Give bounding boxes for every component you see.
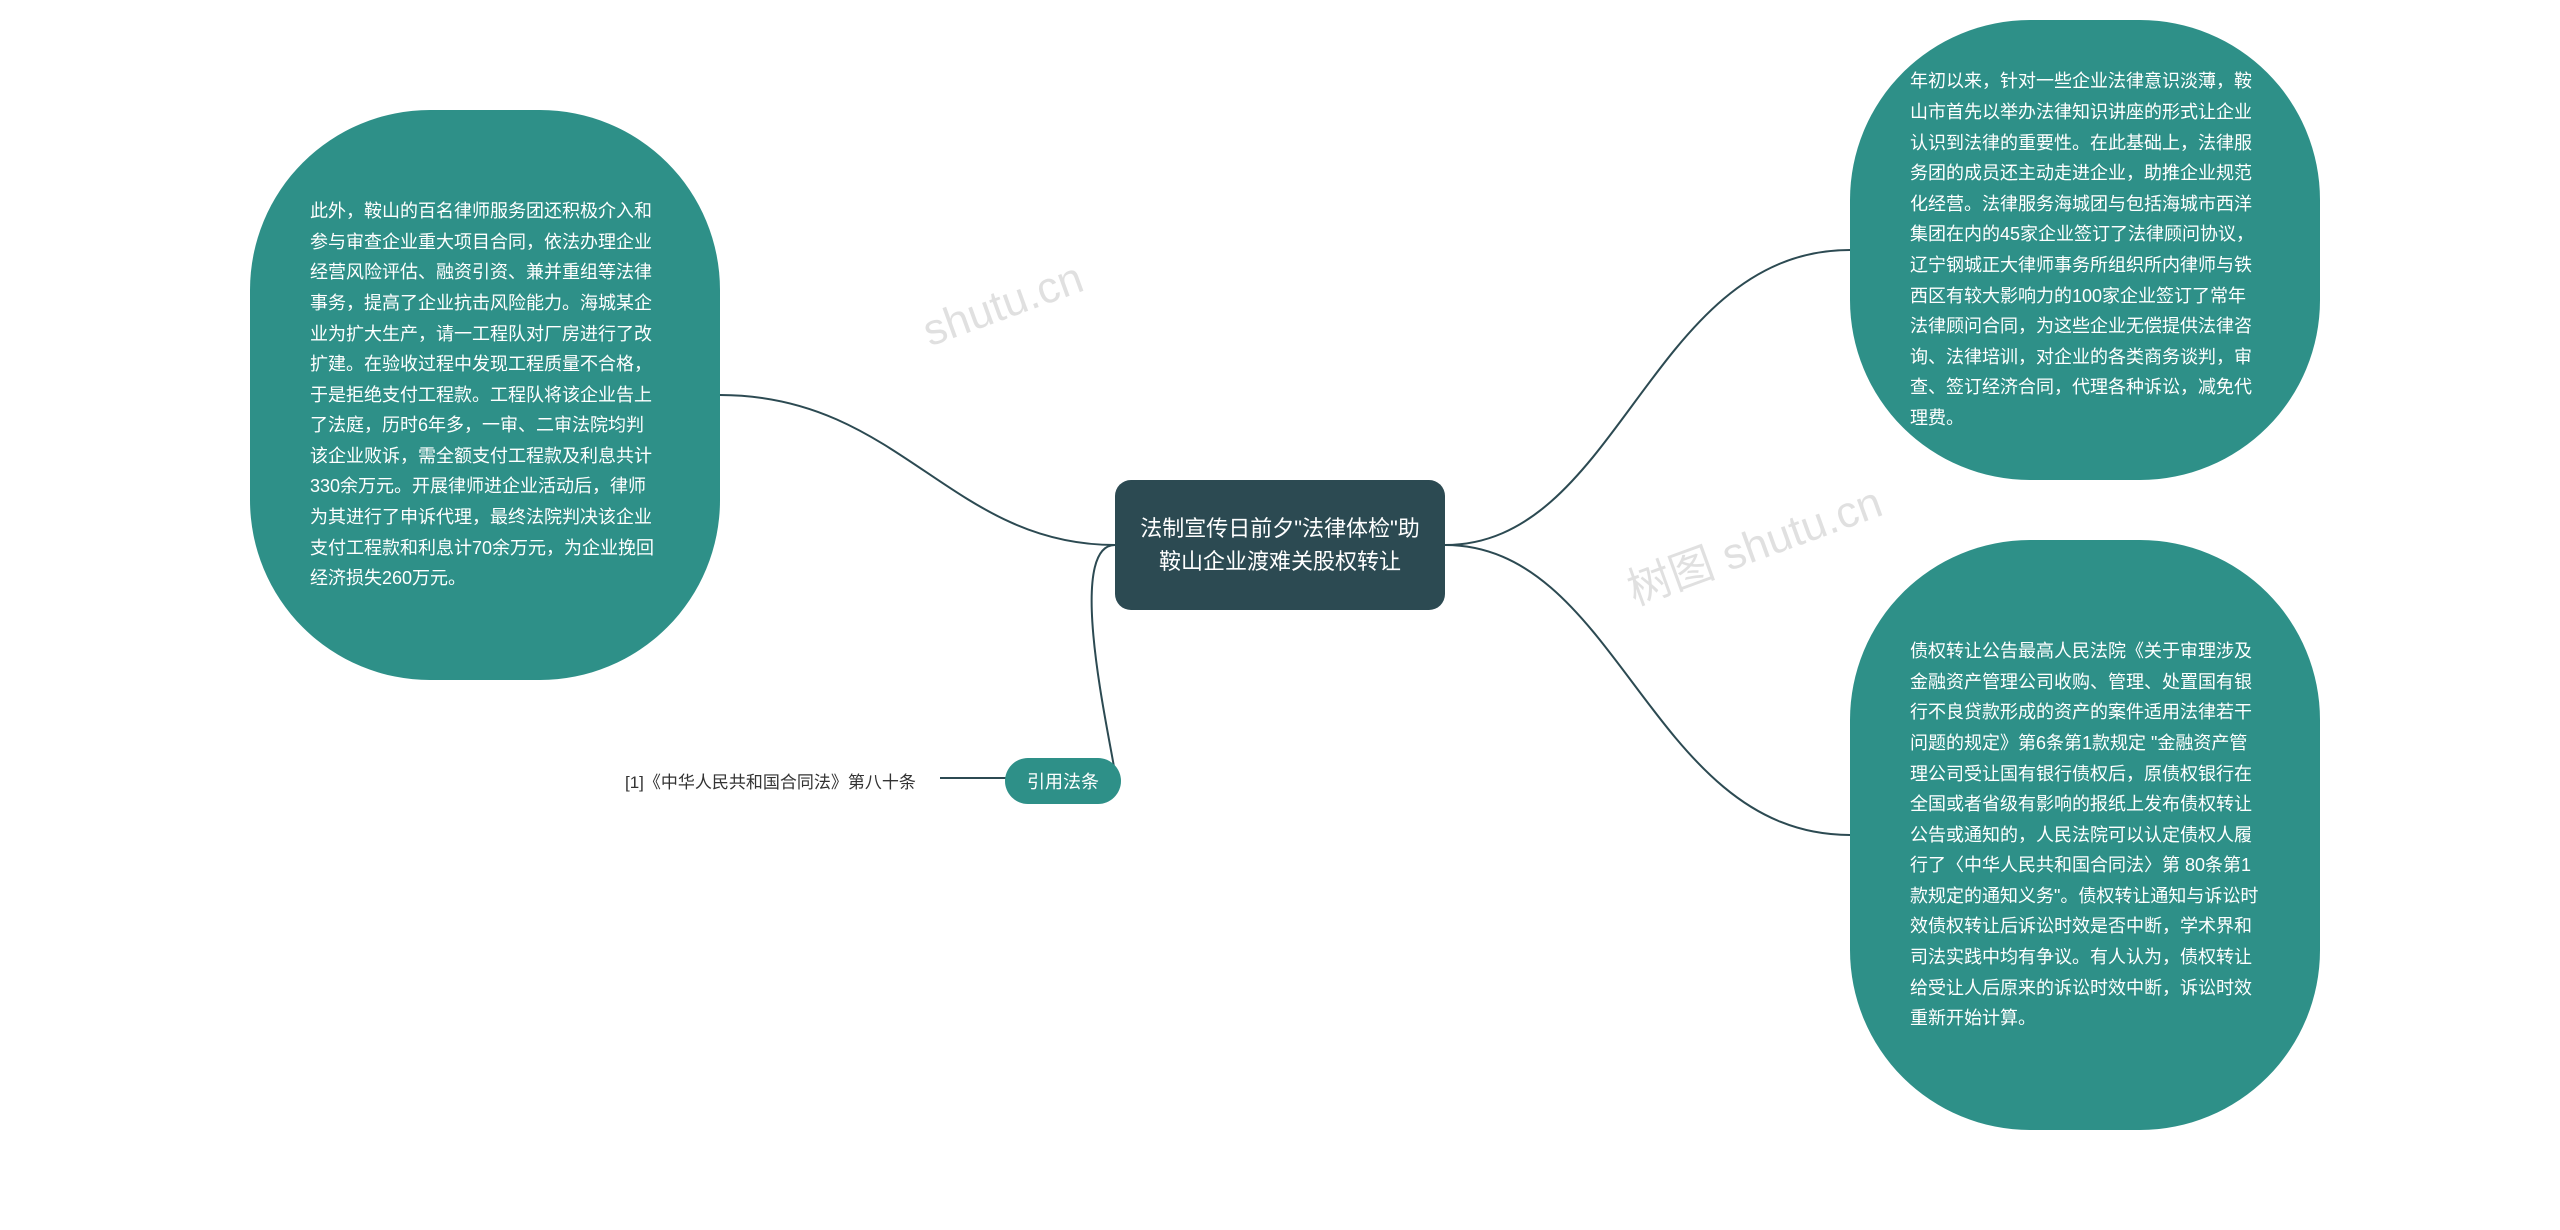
law-reference-node[interactable]: 引用法条: [1005, 758, 1121, 804]
law-reference-label: 引用法条: [1027, 772, 1099, 792]
law-reference-leaf: [1]《中华人民共和国合同法》第八十条: [625, 768, 916, 793]
left-branch-1-text: 此外，鞍山的百名律师服务团还积极介入和参与审查企业重大项目合同，依法办理企业经营…: [310, 196, 660, 594]
right-branch-1-text: 年初以来，针对一些企业法律意识淡薄，鞍山市首先以举办法律知识讲座的形式让企业认识…: [1910, 66, 2260, 433]
center-node[interactable]: 法制宣传日前夕"法律体检"助鞍山企业渡难关股权转让: [1115, 480, 1445, 610]
watermark-1: shutu.cn: [916, 253, 1089, 357]
law-reference-leaf-text: [1]《中华人民共和国合同法》第八十条: [625, 773, 916, 792]
center-node-text: 法制宣传日前夕"法律体检"助鞍山企业渡难关股权转让: [1137, 512, 1423, 578]
right-branch-2-text: 债权转让公告最高人民法院《关于审理涉及金融资产管理公司收购、管理、处置国有银行不…: [1910, 636, 2260, 1034]
right-branch-2[interactable]: 债权转让公告最高人民法院《关于审理涉及金融资产管理公司收购、管理、处置国有银行不…: [1850, 540, 2320, 1130]
right-branch-1[interactable]: 年初以来，针对一些企业法律意识淡薄，鞍山市首先以举办法律知识讲座的形式让企业认识…: [1850, 20, 2320, 480]
watermark-2: 树图 shutu.cn: [1617, 466, 1889, 617]
left-branch-1[interactable]: 此外，鞍山的百名律师服务团还积极介入和参与审查企业重大项目合同，依法办理企业经营…: [250, 110, 720, 680]
